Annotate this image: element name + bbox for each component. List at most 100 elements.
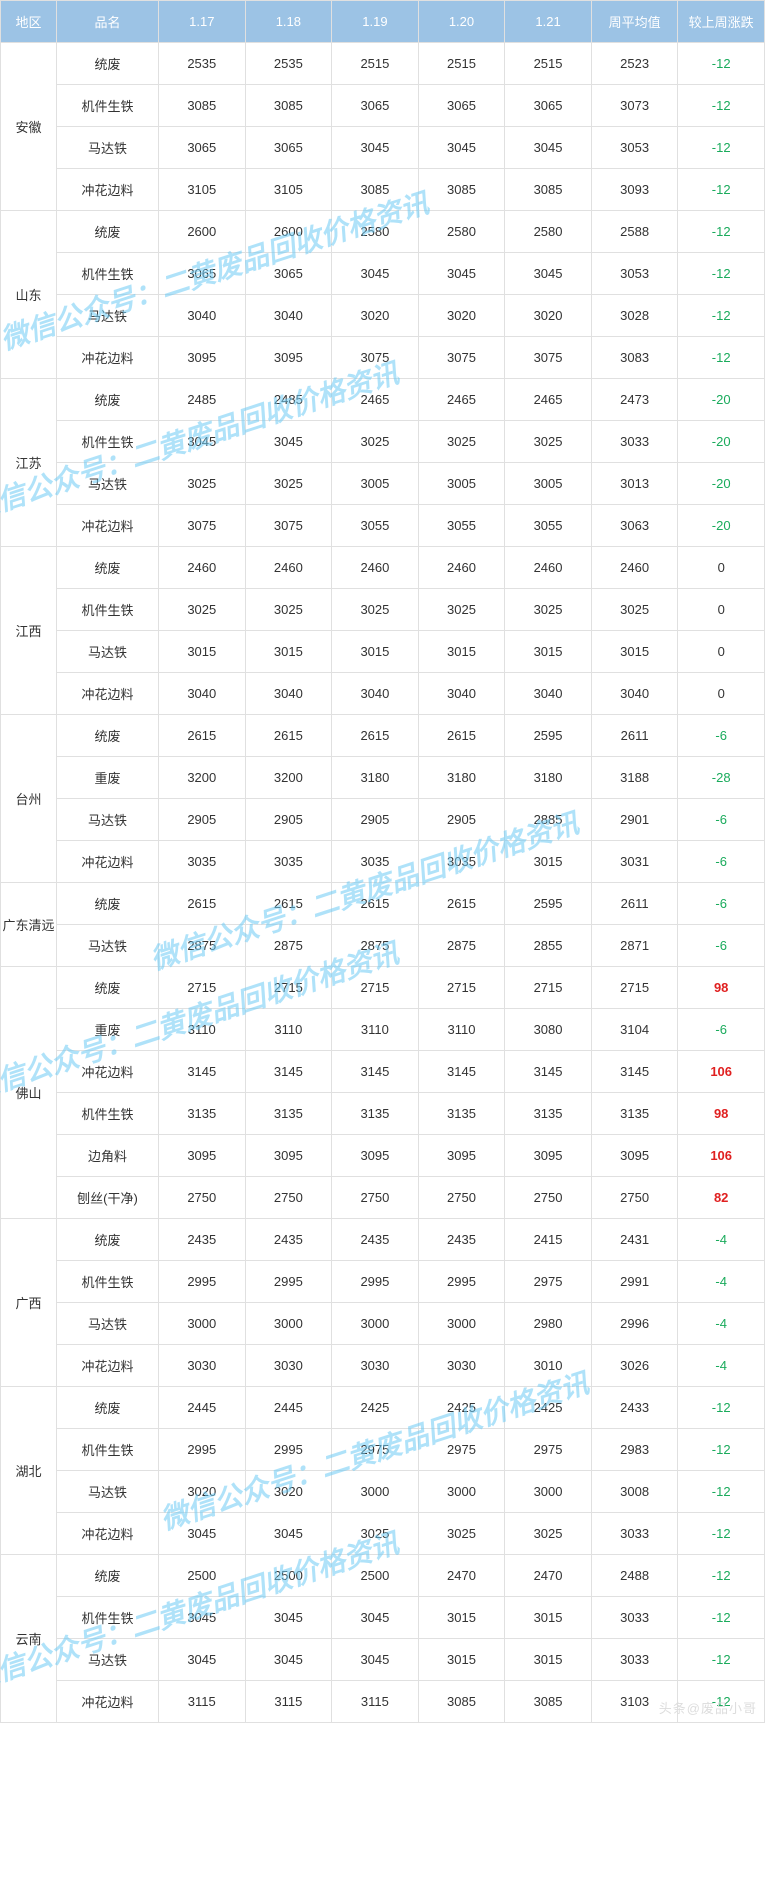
column-header: 1.19 [332, 1, 419, 43]
avg-cell: 3093 [591, 169, 678, 211]
price-cell: 3075 [159, 505, 246, 547]
avg-cell: 3073 [591, 85, 678, 127]
price-cell: 2715 [418, 967, 505, 1009]
table-row: 冲花边料310531053085308530853093-12 [1, 169, 765, 211]
price-cell: 3025 [245, 589, 332, 631]
table-row: 机件生铁31353135313531353135313598 [1, 1093, 765, 1135]
price-cell: 3025 [332, 421, 419, 463]
product-name: 机件生铁 [57, 85, 159, 127]
table-row: 冲花边料303030303030303030103026-4 [1, 1345, 765, 1387]
price-cell: 3025 [505, 421, 592, 463]
price-cell: 2750 [332, 1177, 419, 1219]
region-cell: 安徽 [1, 43, 57, 211]
product-name: 统废 [57, 1387, 159, 1429]
price-cell: 3135 [332, 1093, 419, 1135]
price-cell: 2460 [159, 547, 246, 589]
table-row: 冲花边料311531153115308530853103-12 [1, 1681, 765, 1723]
price-cell: 3080 [505, 1009, 592, 1051]
price-cell: 3015 [505, 1597, 592, 1639]
table-row: 马达铁287528752875287528552871-6 [1, 925, 765, 967]
table-row: 云南统废250025002500247024702488-12 [1, 1555, 765, 1597]
price-cell: 3035 [159, 841, 246, 883]
change-cell: -12 [678, 295, 765, 337]
table-body: 安徽统废253525352515251525152523-12机件生铁30853… [1, 43, 765, 1723]
price-cell: 2580 [332, 211, 419, 253]
price-cell: 2875 [159, 925, 246, 967]
region-cell: 广西 [1, 1219, 57, 1387]
table-row: 台州统废261526152615261525952611-6 [1, 715, 765, 757]
product-name: 马达铁 [57, 925, 159, 967]
price-cell: 3030 [418, 1345, 505, 1387]
price-cell: 3030 [245, 1345, 332, 1387]
price-cell: 3095 [245, 337, 332, 379]
price-cell: 2600 [245, 211, 332, 253]
change-cell: -12 [678, 1429, 765, 1471]
region-cell: 湖北 [1, 1387, 57, 1555]
price-cell: 3055 [418, 505, 505, 547]
avg-cell: 3033 [591, 1639, 678, 1681]
avg-cell: 2473 [591, 379, 678, 421]
price-cell: 2500 [245, 1555, 332, 1597]
price-cell: 3040 [159, 673, 246, 715]
change-cell: -20 [678, 463, 765, 505]
column-header: 1.21 [505, 1, 592, 43]
avg-cell: 3033 [591, 1513, 678, 1555]
product-name: 马达铁 [57, 631, 159, 673]
change-cell: 106 [678, 1135, 765, 1177]
price-cell: 2715 [332, 967, 419, 1009]
price-cell: 3015 [418, 631, 505, 673]
change-cell: -12 [678, 127, 765, 169]
change-cell: -6 [678, 799, 765, 841]
price-cell: 2465 [505, 379, 592, 421]
product-name: 马达铁 [57, 463, 159, 505]
avg-cell: 2750 [591, 1177, 678, 1219]
price-cell: 2595 [505, 883, 592, 925]
price-cell: 3020 [332, 295, 419, 337]
avg-cell: 3104 [591, 1009, 678, 1051]
price-cell: 3065 [245, 127, 332, 169]
price-cell: 3065 [418, 85, 505, 127]
price-cell: 2615 [418, 715, 505, 757]
price-cell: 2995 [332, 1261, 419, 1303]
product-name: 机件生铁 [57, 421, 159, 463]
avg-cell: 2588 [591, 211, 678, 253]
price-cell: 3145 [505, 1051, 592, 1093]
product-name: 冲花边料 [57, 1051, 159, 1093]
product-name: 机件生铁 [57, 1597, 159, 1639]
price-cell: 2425 [505, 1387, 592, 1429]
price-cell: 2750 [245, 1177, 332, 1219]
price-cell: 2875 [418, 925, 505, 967]
price-cell: 2975 [332, 1429, 419, 1471]
price-cell: 3110 [245, 1009, 332, 1051]
price-cell: 3000 [505, 1471, 592, 1513]
avg-cell: 3008 [591, 1471, 678, 1513]
table-row: 马达铁290529052905290528852901-6 [1, 799, 765, 841]
table-row: 马达铁300030003000300029802996-4 [1, 1303, 765, 1345]
price-cell: 3045 [245, 1597, 332, 1639]
price-cell: 3025 [505, 1513, 592, 1555]
change-cell: 0 [678, 673, 765, 715]
change-cell: -12 [678, 43, 765, 85]
change-cell: -4 [678, 1261, 765, 1303]
price-cell: 3020 [159, 1471, 246, 1513]
price-cell: 2975 [418, 1429, 505, 1471]
price-cell: 3145 [418, 1051, 505, 1093]
price-cell: 3095 [418, 1135, 505, 1177]
price-cell: 3040 [245, 673, 332, 715]
price-cell: 3095 [159, 337, 246, 379]
price-cell: 3000 [332, 1303, 419, 1345]
table-row: 马达铁304530453045301530153033-12 [1, 1639, 765, 1681]
price-cell: 3105 [159, 169, 246, 211]
price-cell: 2580 [418, 211, 505, 253]
price-cell: 2470 [505, 1555, 592, 1597]
change-cell: 98 [678, 967, 765, 1009]
price-cell: 2750 [159, 1177, 246, 1219]
price-cell: 2515 [505, 43, 592, 85]
change-cell: -6 [678, 715, 765, 757]
price-cell: 2460 [332, 547, 419, 589]
product-name: 马达铁 [57, 127, 159, 169]
price-cell: 3035 [245, 841, 332, 883]
table-row: 广东清远统废261526152615261525952611-6 [1, 883, 765, 925]
price-cell: 3095 [332, 1135, 419, 1177]
price-cell: 2905 [418, 799, 505, 841]
